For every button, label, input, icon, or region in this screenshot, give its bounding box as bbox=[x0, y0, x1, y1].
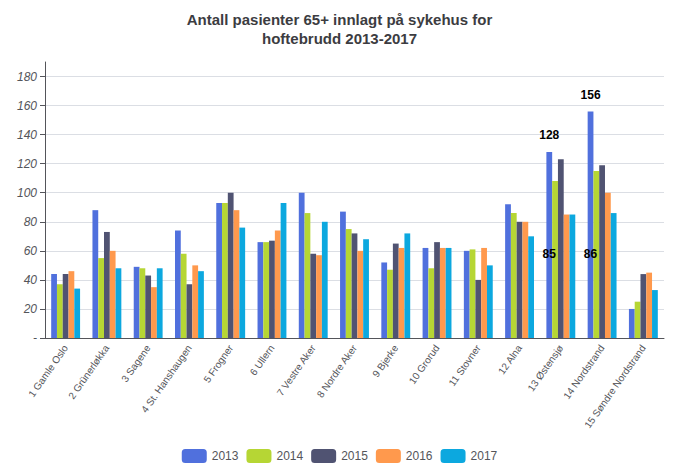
svg-text:2017: 2017 bbox=[471, 449, 498, 463]
svg-text:2014: 2014 bbox=[276, 449, 303, 463]
svg-text:9 Bjerke: 9 Bjerke bbox=[370, 342, 400, 379]
svg-text:12 Alna: 12 Alna bbox=[496, 342, 524, 376]
svg-text:85: 85 bbox=[543, 247, 557, 261]
svg-text:160: 160 bbox=[17, 99, 37, 113]
svg-text:20: 20 bbox=[23, 302, 38, 316]
svg-text:6 Ullern: 6 Ullern bbox=[248, 343, 277, 378]
svg-text:40: 40 bbox=[24, 273, 38, 287]
svg-text:80: 80 bbox=[24, 215, 38, 229]
svg-text:180: 180 bbox=[17, 70, 37, 84]
svg-text:7 Vestre Aker: 7 Vestre Aker bbox=[275, 342, 319, 398]
svg-text:2013: 2013 bbox=[212, 449, 239, 463]
svg-text:Antall pasienter 65+ innlagt p: Antall pasienter 65+ innlagt på sykehus … bbox=[187, 11, 493, 28]
svg-text:11 Stovner: 11 Stovner bbox=[446, 342, 483, 388]
svg-text:100: 100 bbox=[17, 186, 37, 200]
svg-text:1 Gamle Oslo: 1 Gamle Oslo bbox=[26, 342, 70, 399]
svg-text:2 Grünerløkka: 2 Grünerløkka bbox=[66, 342, 112, 401]
svg-text:hoftebrudd 2013-2017: hoftebrudd 2013-2017 bbox=[262, 30, 417, 47]
svg-text:156: 156 bbox=[581, 88, 601, 102]
svg-text:86: 86 bbox=[584, 247, 598, 261]
svg-text:15 Søndre Nordstrand: 15 Søndre Nordstrand bbox=[582, 343, 648, 430]
svg-text:13 Østensjø: 13 Østensjø bbox=[525, 343, 565, 393]
svg-text:10 Grorud: 10 Grorud bbox=[407, 343, 442, 386]
svg-text:2016: 2016 bbox=[406, 449, 433, 463]
svg-text:60: 60 bbox=[24, 244, 38, 258]
svg-text:-: - bbox=[33, 331, 37, 345]
svg-text:128: 128 bbox=[539, 128, 559, 142]
svg-text:14 Nordstrand: 14 Nordstrand bbox=[561, 343, 606, 401]
svg-text:2015: 2015 bbox=[341, 449, 368, 463]
svg-text:3 Sagene: 3 Sagene bbox=[119, 342, 153, 384]
svg-text:5 Frogner: 5 Frogner bbox=[201, 342, 235, 384]
svg-text:120: 120 bbox=[17, 157, 37, 171]
svg-text:4 St. Hanshaugen: 4 St. Hanshaugen bbox=[139, 343, 194, 415]
svg-text:140: 140 bbox=[17, 128, 37, 142]
svg-text:8 Nordre Aker: 8 Nordre Aker bbox=[315, 342, 360, 399]
